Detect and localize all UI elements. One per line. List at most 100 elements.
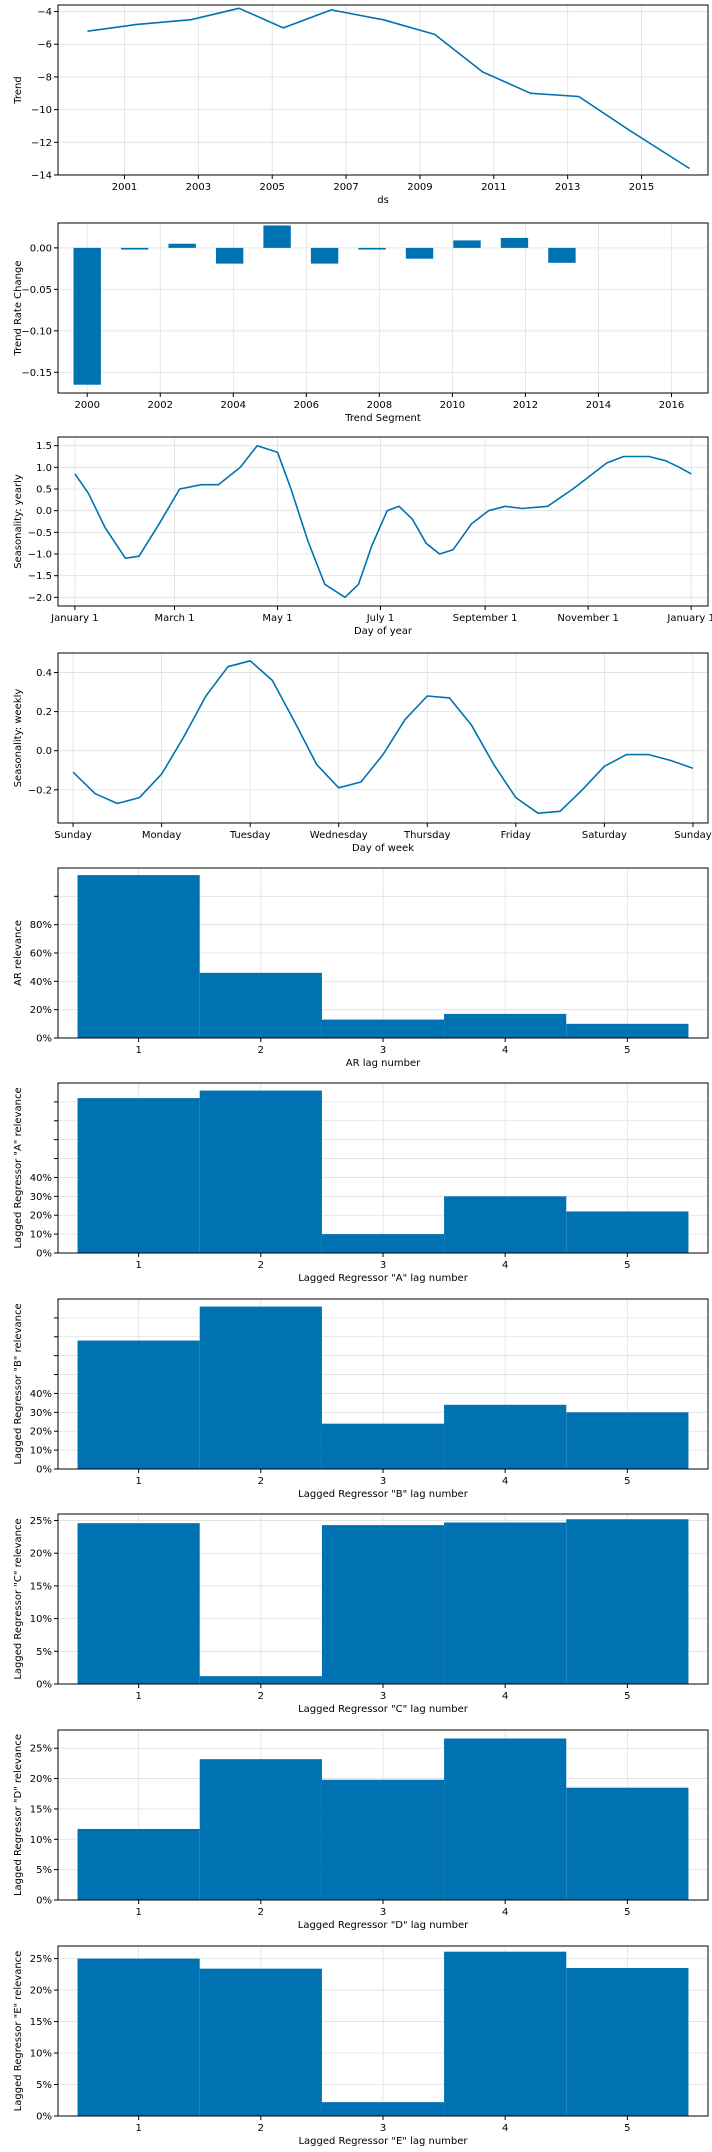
bar [77,1828,200,1900]
axes-frame [57,436,709,607]
data-point [530,92,532,94]
x-tick-label: 2006 [294,400,319,411]
bar [566,1023,689,1038]
x-tick-label: 2002 [148,400,173,411]
data-point [521,508,523,510]
y-tick-label: 30% [30,1408,52,1419]
chart-panel-2: 2000 2002 2004 2006 2008 2010 2012 2014 2016 0.00… [13,222,709,424]
data-point [117,803,119,805]
data-point [606,462,608,464]
data-point [74,473,76,475]
data-point [190,19,192,21]
y-tick-label: 5% [36,1865,52,1876]
y-tick-label: 40% [30,1389,52,1400]
y-tick-label: 10% [30,1614,52,1625]
data-point [227,666,229,668]
y-tick-label: 0% [36,1465,52,1476]
y-tick-label: −0.10 [21,326,52,337]
bar [73,247,101,385]
y-tick-label: 15% [30,1804,52,1815]
bar [120,247,149,250]
data-point [488,510,490,512]
bar [77,1340,200,1469]
data-point [330,9,332,11]
bar [199,1968,322,2116]
x-tick-label: March 1 [154,613,194,624]
y-tick-label: 0% [36,1896,52,1907]
data-point [471,523,473,525]
data-point [452,549,454,551]
x-tick-label: 1 [135,1260,141,1271]
data-point [386,510,388,512]
data-point [161,773,163,775]
x-tick-label: 4 [502,1045,508,1056]
y-tick-label: 40% [30,1173,52,1184]
series-line [72,659,694,815]
y-tick-label: 0.4 [36,668,52,679]
data-point [439,553,441,555]
data-point [547,506,549,508]
data-point [648,456,650,458]
x-tick-label: May 1 [262,613,292,624]
data-point [648,754,650,756]
x-axis-label: Day of week [352,843,414,854]
x-tick-label: January 1 [50,613,98,624]
data-point [690,473,692,475]
y-tick-label: 1.5 [36,441,52,452]
data-point [205,695,207,697]
x-tick-label: 2010 [440,400,465,411]
y-tick-label: 15% [30,1581,52,1592]
x-tick-label: 1 [135,1907,141,1918]
data-point [434,34,436,36]
data-point [358,584,360,586]
x-tick-label: 2003 [186,182,211,193]
bar [444,1738,567,1900]
x-tick-label: Saturday [582,830,627,841]
y-tick-label: −4 [37,7,52,18]
y-tick-label: −0.5 [28,528,52,539]
bar [500,237,529,248]
axes-frame [57,4,709,176]
bar [77,1958,200,2116]
x-tick-label: Tuesday [229,830,271,841]
y-tick-label: 0.5 [36,485,52,496]
data-point [307,540,309,542]
data-point [272,680,274,682]
series-line [74,444,692,599]
data-point [138,555,140,557]
data-point [218,484,220,486]
x-tick-label: 1 [135,1045,141,1056]
data-point [360,781,362,783]
chart-panel-7: 1 2 3 4 5 0% 10% 20% 30% 40% Lagged Regressor "B" … [13,1298,709,1500]
chart-panel-4: Sunday Monday Tuesday Wednesday Thursday Frid… [13,652,712,854]
y-tick-label: −6 [37,40,52,51]
x-tick-label: Sunday [674,830,711,841]
data-point [471,724,473,726]
data-point [249,660,251,662]
x-tick-label: 1 [135,2123,141,2134]
bar [566,1787,689,1900]
data-point [412,519,414,521]
data-point [692,767,694,769]
x-tick-label: 2008 [367,400,392,411]
x-axis-label: AR lag number [346,1058,421,1069]
bar [77,1523,200,1684]
bar [263,225,291,248]
data-point [88,493,90,495]
data-point [515,797,517,799]
x-tick-label: 2004 [221,400,246,411]
x-tick-label: 4 [502,2123,508,2134]
data-point [630,130,632,132]
x-axis-label: Lagged Regressor "E" lag number [298,2136,468,2147]
y-tick-label: 25% [30,1516,52,1527]
x-tick-label: 3 [380,1260,386,1271]
data-point [282,27,284,29]
chart-panel-10: 1 2 3 4 5 0% 5% 10% 15% 20% 25% Lagged Regressor "E… [13,1945,709,2147]
y-tick-label: 20% [30,1549,52,1560]
bar [444,1951,567,2116]
y-axis-label: Seasonality: weekly [13,689,24,788]
data-point [104,527,106,529]
x-tick-label: 5 [624,1476,630,1487]
bar [444,1522,567,1684]
y-tick-label: 20% [30,1986,52,1997]
